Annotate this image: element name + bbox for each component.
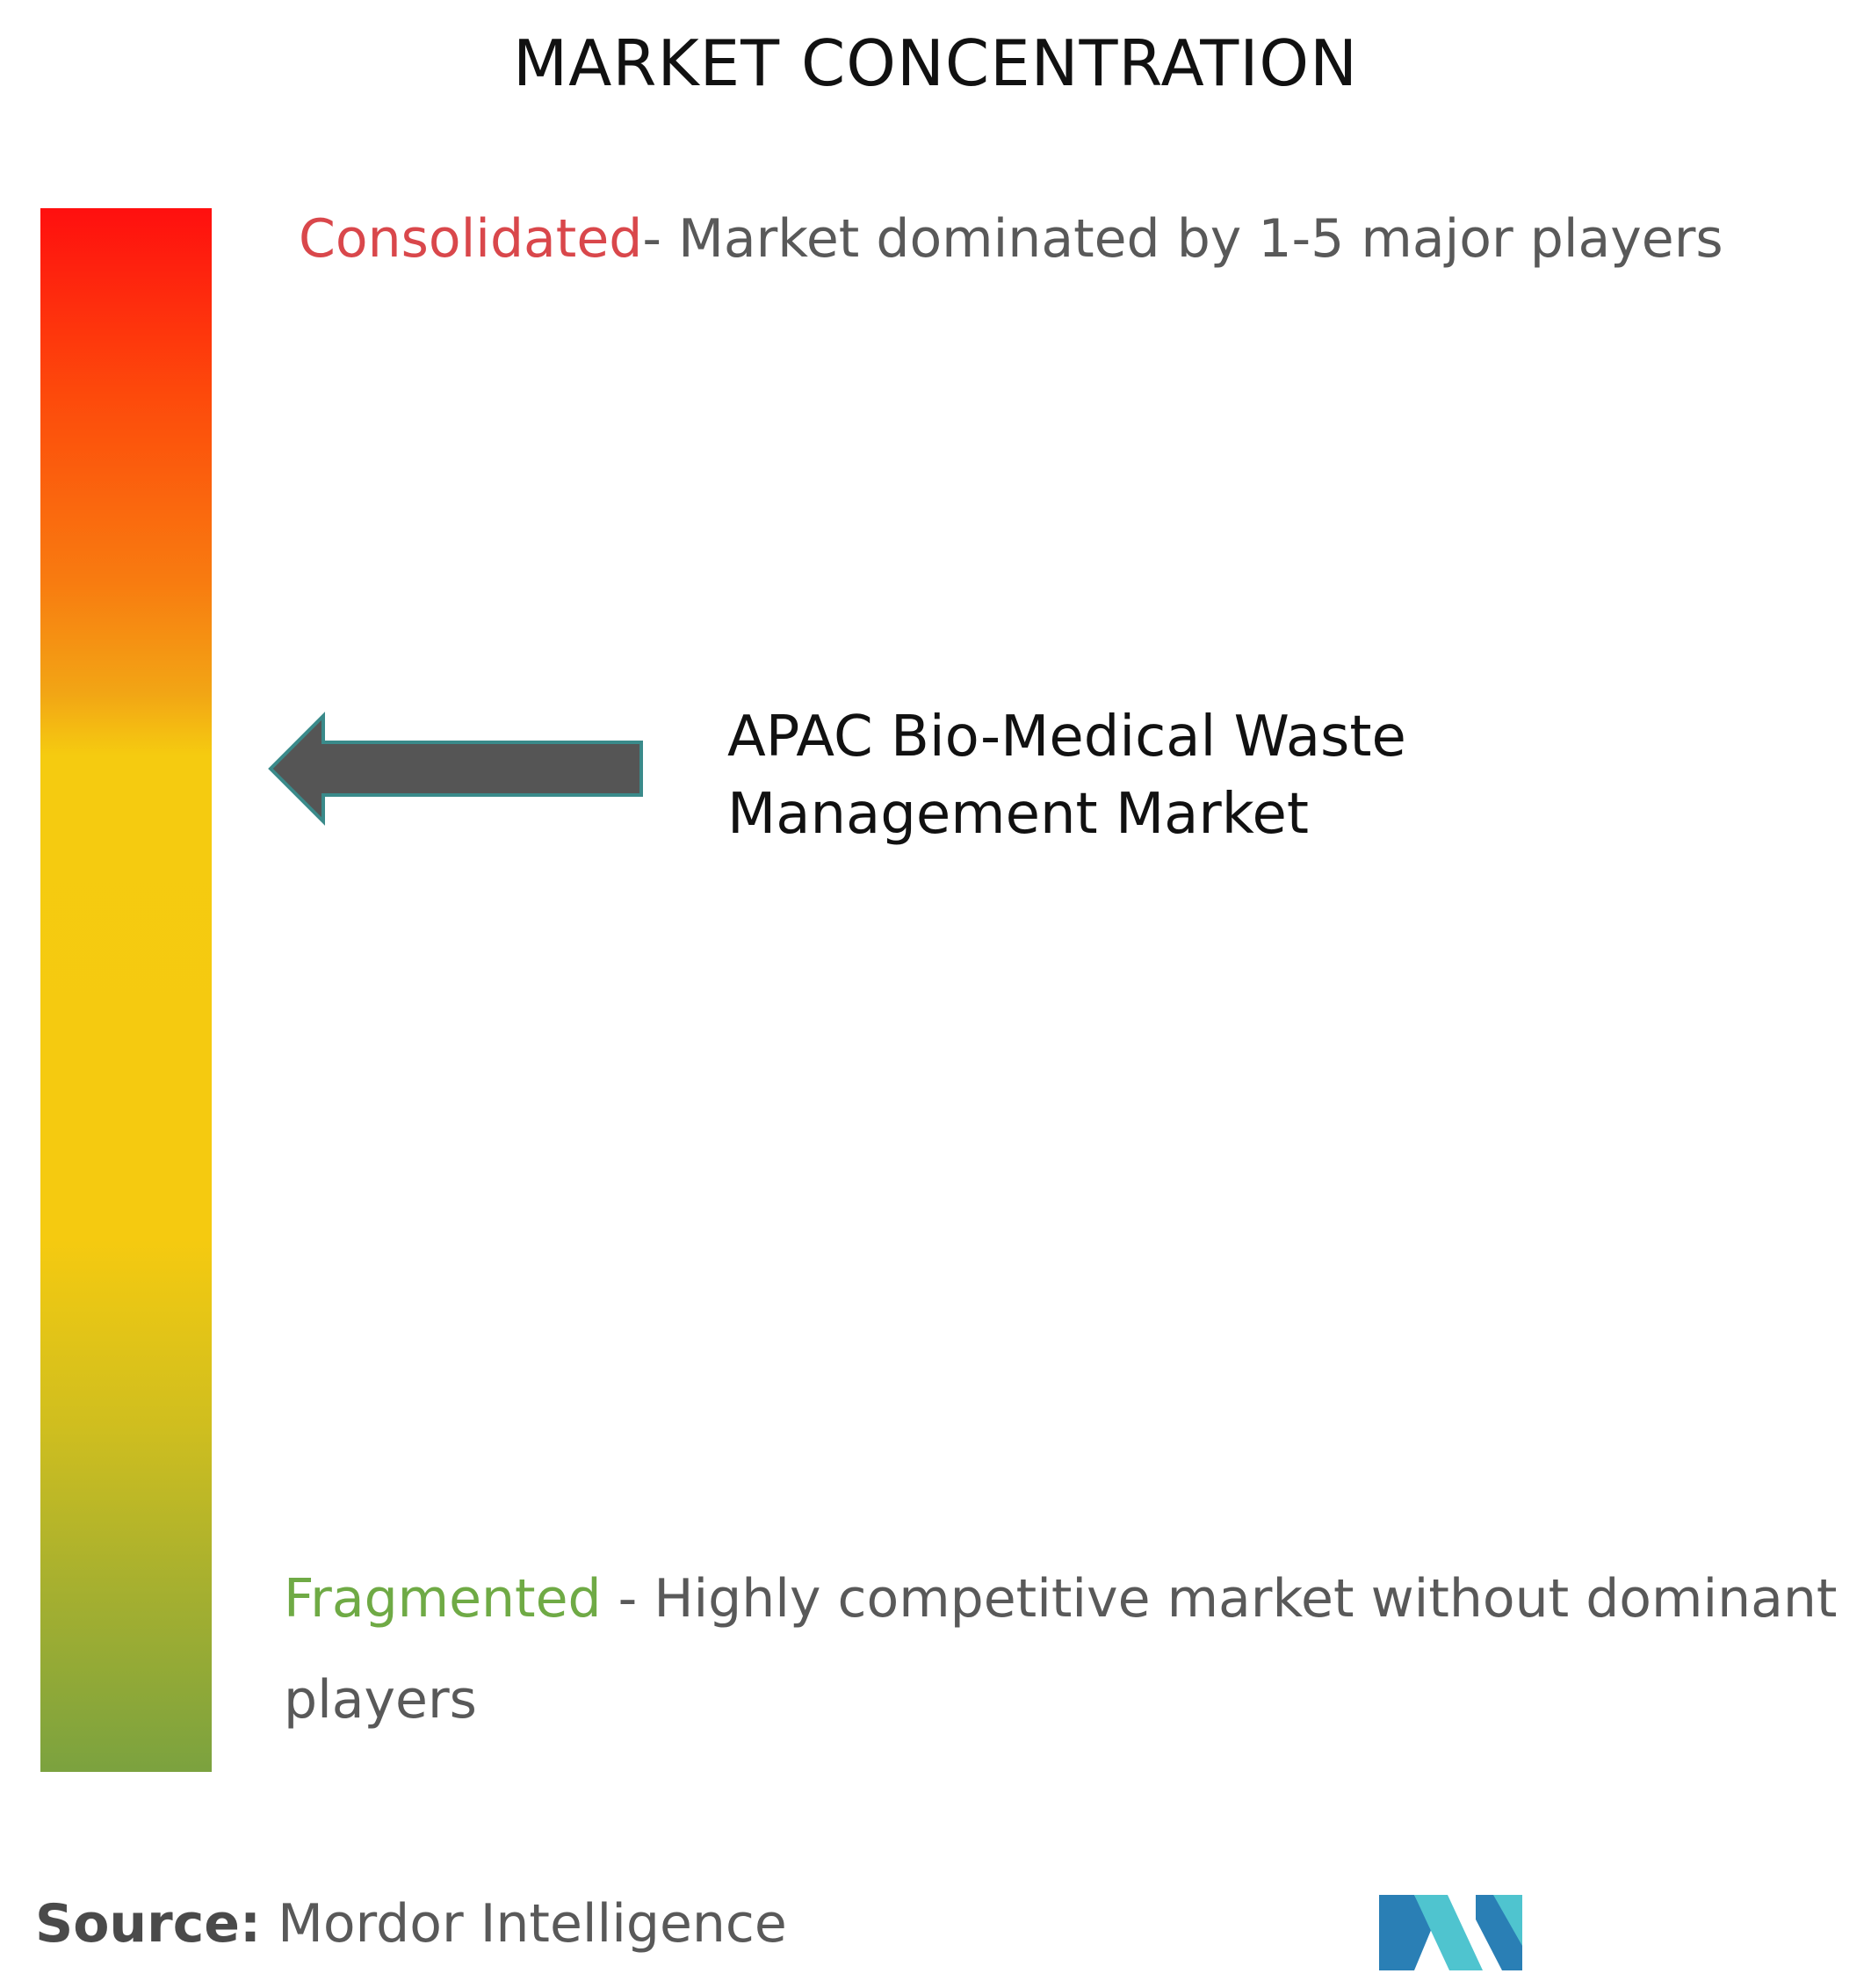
source-credit: Source: Mordor Intelligence: [35, 1893, 787, 1955]
consolidated-description: Market dominated by 1-5 major players: [678, 208, 1723, 270]
consolidated-label-row: Consolidated- Market dominated by 1-5 ma…: [299, 208, 1723, 270]
logo-left-stroke: [1379, 1895, 1432, 1970]
logo-middle-stroke: [1414, 1895, 1483, 1970]
consolidated-keyword: Consolidated: [299, 208, 643, 270]
arrow-shape: [268, 712, 643, 826]
fragmented-description: Highly competitive market without domina…: [654, 1568, 1838, 1630]
source-value: Mordor Intelligence: [261, 1893, 787, 1955]
fragmented-separator: -: [601, 1568, 654, 1630]
mordor-intelligence-logo: [1379, 1895, 1522, 1970]
market-name: APAC Bio-Medical Waste Management Market: [727, 698, 1406, 853]
concentration-gradient-bar: [40, 208, 212, 1772]
logo-right-accent: [1493, 1895, 1522, 1946]
market-name-line2: Management Market: [727, 782, 1309, 847]
fragmented-keyword: Fragmented: [284, 1568, 602, 1630]
chart-title: MARKET CONCENTRATION: [513, 26, 1358, 100]
source-label: Source:: [35, 1893, 261, 1955]
fragmented-label-row: Fragmented - Highly competitive market w…: [284, 1568, 1837, 1630]
market-name-line1: APAC Bio-Medical Waste: [727, 705, 1406, 770]
fragmented-description-continued: players: [284, 1669, 477, 1731]
consolidated-separator: -: [642, 208, 679, 270]
market-position-arrow: [268, 712, 643, 826]
